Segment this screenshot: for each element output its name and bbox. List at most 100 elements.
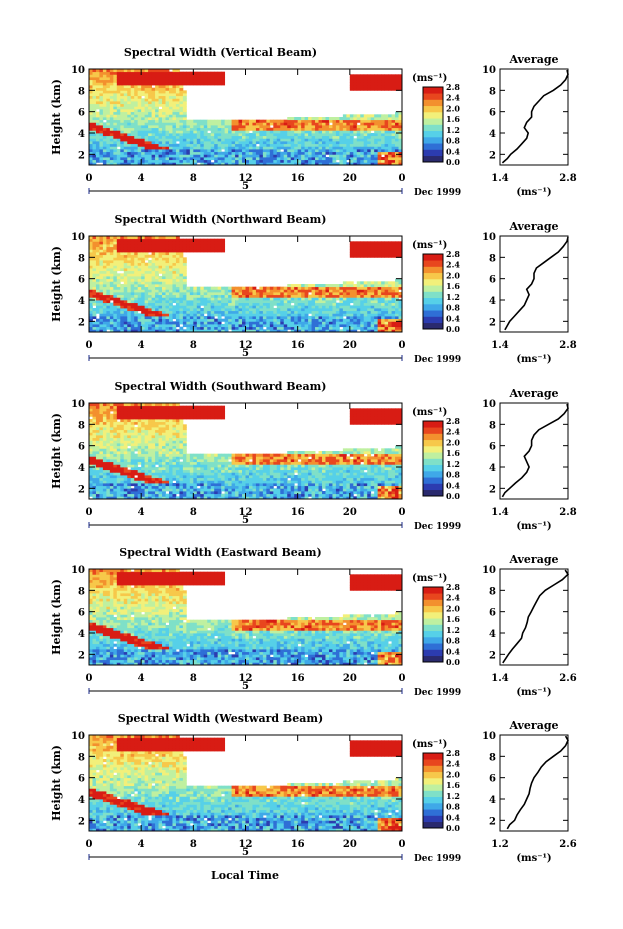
heatmap-cell (381, 79, 386, 83)
heatmap-cell (137, 273, 142, 277)
heatmap-cell (127, 98, 132, 102)
heatmap-cell (349, 138, 354, 142)
heatmap-cell (109, 403, 114, 407)
heatmap-cell (280, 157, 285, 161)
heatmap-cell (287, 284, 292, 288)
heatmap-cell (322, 310, 326, 314)
heatmap-cell (363, 77, 368, 81)
heatmap-cell (398, 77, 403, 81)
heatmap-cell (162, 305, 166, 309)
heatmap-cell (255, 294, 260, 298)
heatmap-cell (276, 130, 281, 134)
heatmap-cell (89, 114, 93, 118)
heatmap-cell (304, 316, 309, 320)
heatmap-cell (182, 297, 187, 301)
heatmap-cell (207, 302, 212, 306)
heatmap-cell (120, 416, 125, 420)
heatmap-cell (113, 403, 118, 407)
heatmap-cell (102, 249, 107, 253)
heatmap-cell (165, 103, 170, 107)
heatmap-cell (106, 159, 111, 163)
heatmap-cell (242, 162, 246, 166)
heatmap-cell (398, 305, 403, 309)
heatmap-cell (360, 305, 365, 309)
heatmap-cell (134, 135, 139, 139)
heatmap-cell (186, 71, 191, 75)
heatmap-cell (360, 77, 365, 81)
heatmap-cell (95, 157, 100, 161)
heatmap-cell (168, 238, 173, 242)
heatmap-cell (120, 326, 125, 330)
heatmap-cell (113, 445, 118, 449)
heatmap-cell (186, 324, 191, 328)
heatmap-cell (175, 87, 180, 91)
heatmap-cell (113, 488, 118, 492)
heatmap-cell (95, 443, 100, 447)
heatmap-cell (360, 79, 365, 83)
heatmap-cell (318, 135, 323, 139)
heatmap-cell (89, 162, 93, 166)
heatmap-cell (262, 119, 267, 123)
colorbar-segment (423, 87, 443, 94)
heatmap-cell (134, 244, 139, 248)
heatmap-cell (207, 74, 212, 78)
heatmap-cell (325, 313, 330, 317)
heatmap-cell (89, 286, 93, 290)
heatmap-cell (266, 316, 271, 320)
heatmap-cell (339, 316, 344, 320)
heatmap-cell (92, 316, 97, 320)
heatmap-cell (144, 262, 149, 266)
heatmap-cell (168, 93, 173, 97)
heatmap-cell (179, 273, 184, 277)
heatmap-cell (137, 249, 142, 253)
heatmap-cell (120, 77, 125, 81)
heatmap-cell (214, 77, 219, 81)
heatmap-cell (168, 117, 173, 121)
heatmap-cell (374, 302, 379, 306)
heatmap-cell (144, 305, 149, 309)
heatmap-cell (207, 316, 212, 320)
heatmap-cell (130, 324, 135, 328)
heatmap-cell (231, 329, 236, 333)
heatmap-cell (266, 329, 271, 333)
heatmap-cell (283, 321, 288, 325)
heatmap-cell (109, 157, 114, 161)
heatmap-cell (290, 159, 295, 163)
heatmap-cell (175, 69, 180, 73)
heatmap-cell (95, 278, 100, 282)
heatmap-cell (349, 281, 354, 285)
heatmap-cell (151, 310, 156, 314)
heatmap-cell (311, 310, 316, 314)
heatmap-cell (123, 135, 128, 139)
heatmap-cell (102, 405, 107, 409)
heatmap-cell (113, 270, 118, 274)
heatmap-cell (207, 125, 212, 129)
heatmap-cell (235, 130, 239, 134)
heatmap-cell (203, 71, 208, 75)
heatmap-cell (217, 249, 222, 253)
heatmap-cell (151, 114, 156, 118)
heatmap-cell (99, 496, 104, 500)
heatmap-cell (113, 483, 118, 487)
heatmap-cell (290, 138, 295, 142)
heatmap-cell (89, 143, 93, 147)
heatmap-cell (269, 151, 274, 155)
heatmap-cell (189, 241, 194, 245)
heatmap-cell (370, 125, 375, 129)
heatmap-cell (290, 125, 295, 129)
heatmap-cell (252, 308, 257, 312)
heatmap-cell (123, 125, 128, 129)
heatmap-cell (217, 162, 222, 166)
heatmap-cell (116, 159, 121, 163)
heatmap-cell (137, 82, 142, 86)
heatmap-cell (148, 138, 152, 142)
heatmap-cell (360, 85, 365, 89)
heatmap-cell (356, 119, 361, 123)
heatmap-cell (335, 289, 340, 293)
heatmap-cell (120, 159, 125, 163)
heatmap-cell (168, 146, 173, 150)
heatmap-cell (269, 122, 274, 126)
heatmap-cell (102, 159, 107, 163)
heatmap-cell (231, 130, 236, 134)
heatmap-cell (137, 292, 142, 296)
